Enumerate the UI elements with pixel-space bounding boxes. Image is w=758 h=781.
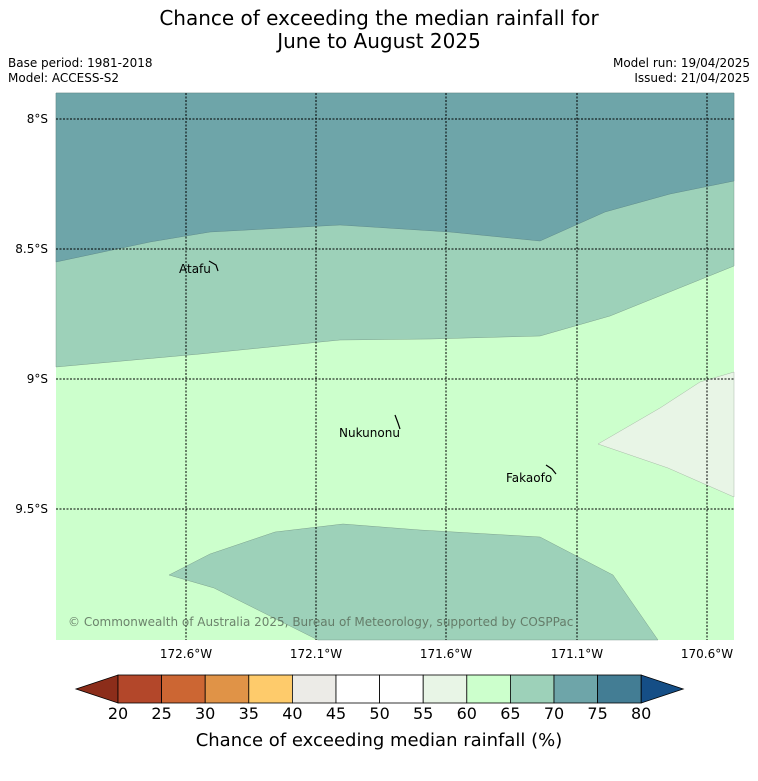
- lon-label: 172.1°W: [290, 647, 342, 661]
- chart-title-line2: June to August 2025: [277, 29, 481, 53]
- lat-label: 9.5°S: [15, 502, 48, 516]
- copyright-notice: © Commonwealth of Australia 2025, Bureau…: [68, 615, 573, 629]
- lat-label: 8°S: [27, 112, 48, 126]
- colorbar-tick-label: 35: [238, 704, 259, 723]
- lon-label: 171.1°W: [551, 647, 603, 661]
- colorbar-tick-label: 55: [413, 704, 434, 723]
- lat-label: 8.5°S: [15, 242, 48, 256]
- colorbar-tick-label: 60: [456, 704, 477, 723]
- colorbar-title: Chance of exceeding median rainfall (%): [195, 730, 563, 751]
- colorbar-swatch: [553, 674, 598, 704]
- island-outlines: [208, 260, 557, 475]
- lon-label: 170.6°W: [681, 647, 733, 661]
- model-name: Model: ACCESS-S2: [8, 71, 120, 85]
- colorbar-swatch: [204, 674, 250, 704]
- colorbar-swatch: [117, 674, 162, 704]
- colorbar-swatch: [161, 674, 206, 704]
- zone-75-80: [55, 92, 735, 263]
- colorbar-swatch: [291, 674, 337, 704]
- colorbar-extend-low: [74, 674, 119, 704]
- colorbar-tick-label: 45: [325, 704, 347, 723]
- base-period: Base period: 1981-2018: [8, 56, 153, 70]
- model-run: Model run: 19/04/2025: [612, 56, 750, 70]
- issued-date: Issued: 21/04/2025: [634, 71, 750, 85]
- lat-label: 9°S: [27, 372, 48, 386]
- place-label-atafu: Atafu: [179, 262, 211, 276]
- colorbar-swatch: [509, 674, 555, 704]
- lon-label: 171.6°W: [420, 647, 472, 661]
- place-label-fakaofo: Fakaofo: [506, 471, 552, 485]
- zone-70-75-south: [168, 523, 659, 641]
- colorbar-swatch: [597, 674, 642, 704]
- colorbar-swatch: [379, 674, 424, 704]
- colorbar-extend-high: [640, 674, 685, 704]
- colorbar-tick-label: 40: [282, 704, 303, 723]
- colorbar-tick-label: 70: [543, 704, 565, 723]
- place-label-nukunonu: Nukunonu: [339, 426, 400, 440]
- colorbar-swatch: [335, 674, 380, 704]
- colorbar-swatch: [466, 674, 511, 704]
- chart-title-line1: Chance of exceeding the median rainfall …: [159, 6, 599, 30]
- meta-right: Model run: 19/04/2025 Issued: 21/04/2025: [613, 56, 750, 86]
- meta-left: Base period: 1981-2018 Model: ACCESS-S2: [8, 56, 153, 86]
- colorbar-tick-label: 25: [151, 704, 172, 723]
- colorbar-tick-label: 30: [195, 704, 216, 723]
- colorbar-tick-label: 50: [369, 704, 390, 723]
- zone-60-65: [597, 371, 735, 498]
- colorbar-tick-label: 20: [107, 704, 129, 723]
- colorbar-swatch: [422, 674, 468, 704]
- colorbar-tick-label: 75: [587, 704, 608, 723]
- colorbar-tick-label: 65: [500, 704, 521, 723]
- gridlines: [56, 93, 734, 640]
- colorbar: [74, 674, 685, 704]
- colorbar-swatch: [248, 674, 293, 704]
- lon-label: 172.6°W: [160, 647, 212, 661]
- colorbar-tick-label: 80: [631, 704, 652, 723]
